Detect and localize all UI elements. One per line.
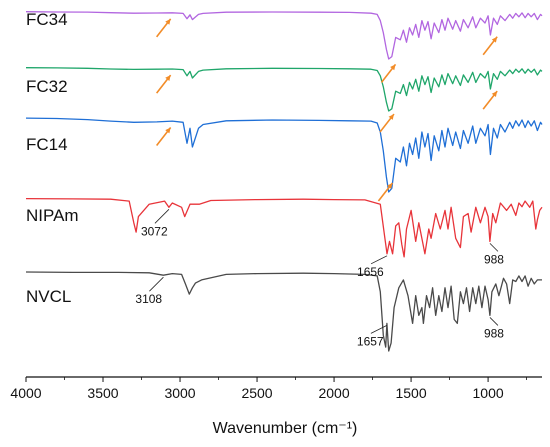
annotation-layer: 3072 1656 988 3108 1657 988 — [135, 18, 504, 348]
x-tick-label: 3000 — [164, 385, 195, 401]
arrow-fc34-3100 — [155, 18, 172, 38]
arrow-fc32-1650 — [379, 113, 395, 133]
arrow-fc14-3100 — [155, 127, 172, 146]
series-label-fc32: FC32 — [26, 77, 68, 96]
series-line-fc14 — [25, 117, 543, 193]
arrow-fc34-980 — [482, 36, 498, 56]
peak-label-nipam-1656: 1656 — [357, 265, 384, 279]
series-label-fc34: FC34 — [26, 10, 68, 29]
arrow-fc34-1640 — [380, 63, 397, 83]
x-axis: 4000 3500 3000 2500 2000 1500 1000 — [10, 376, 542, 401]
peak-label-nvcl-988: 988 — [484, 326, 504, 340]
peak-annotation-nipam-988: 988 — [484, 243, 504, 266]
peak-annotation-nipam-1656: 1656 — [357, 255, 388, 279]
arrow-fc32-980 — [482, 90, 498, 110]
series-line-fc32 — [25, 67, 543, 112]
series-label-nvcl: NVCL — [26, 287, 71, 306]
peak-annotation-nvcl-988: 988 — [484, 317, 504, 340]
peak-label-nipam-3072: 3072 — [141, 224, 168, 238]
series-line-nipam — [25, 197, 543, 258]
x-tick-label: 2500 — [241, 385, 272, 401]
series-line-nvcl — [25, 271, 542, 352]
x-tick-label: 2000 — [318, 385, 349, 401]
peak-annotation-nipam-3072: 3072 — [141, 209, 170, 238]
peak-label-nvcl-1657: 1657 — [357, 334, 384, 348]
x-tick-label: 1500 — [395, 385, 426, 401]
peak-label-nipam-988: 988 — [484, 252, 504, 266]
x-tick-label: 1000 — [473, 385, 504, 401]
peak-annotation-nvcl-1657: 1657 — [357, 324, 388, 348]
arrow-fc32-3100 — [155, 74, 172, 94]
series-layer: FC34 FC32 FC14 NIPAm NVCL — [25, 10, 543, 352]
arrow-fc14-1660 — [377, 182, 394, 202]
x-tick-label: 3500 — [87, 385, 118, 401]
series-line-fc34 — [25, 11, 543, 60]
peak-label-nvcl-3108: 3108 — [135, 292, 162, 306]
peak-annotation-nvcl-3108: 3108 — [135, 276, 164, 306]
x-axis-title: Wavenumber (cm⁻¹) — [213, 420, 358, 437]
series-label-fc14: FC14 — [26, 135, 68, 154]
x-tick-label: 4000 — [10, 385, 41, 401]
series-label-nipam: NIPAm — [26, 206, 79, 225]
